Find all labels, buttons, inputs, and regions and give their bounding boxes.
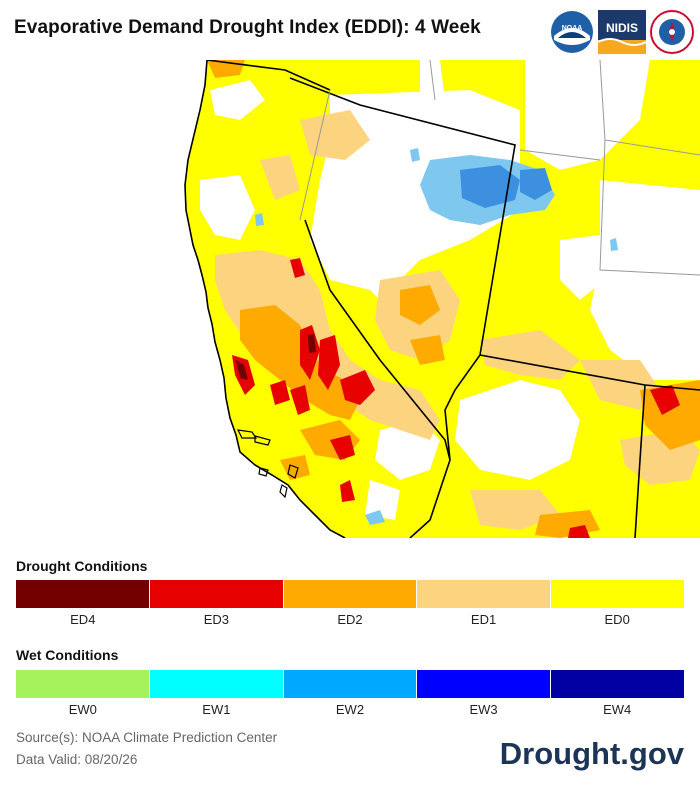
noaa-logo: NOAA bbox=[551, 11, 593, 53]
source-text: Source(s): NOAA Climate Prediction Cente… bbox=[16, 730, 278, 745]
label-ed2: ED2 bbox=[337, 612, 363, 627]
map-title: Evaporative Demand Drought Index (EDDI):… bbox=[14, 17, 481, 38]
label-ed3: ED3 bbox=[203, 612, 230, 627]
eddi-map bbox=[0, 60, 700, 538]
channel-islands bbox=[236, 429, 299, 499]
map-canvas bbox=[184, 60, 700, 538]
swatch-ed0 bbox=[551, 580, 684, 608]
swatch-ew0 bbox=[16, 670, 150, 698]
coastline bbox=[184, 60, 346, 538]
drought-legend-heading: Drought Conditions bbox=[16, 558, 148, 574]
svg-text:NIDIS: NIDIS bbox=[606, 21, 638, 35]
partner-logos: NOAA NIDIS bbox=[550, 8, 694, 56]
wet-legend-labels: EW0 EW1 EW2 EW3 EW4 bbox=[16, 702, 684, 717]
label-ew1: EW1 bbox=[202, 702, 231, 717]
state-borders-thin bbox=[299, 60, 700, 276]
label-ed1: ED1 bbox=[470, 612, 497, 627]
swatch-ed4 bbox=[16, 580, 150, 608]
label-ed0: ED0 bbox=[604, 612, 630, 627]
swatch-ew2 bbox=[283, 670, 418, 698]
swatch-ed3 bbox=[149, 580, 284, 608]
nws-logo bbox=[650, 10, 694, 54]
label-ew4: EW4 bbox=[603, 702, 632, 717]
wet-legend-swatches bbox=[16, 670, 684, 698]
swatch-ed1 bbox=[417, 580, 552, 608]
swatch-ew4 bbox=[551, 670, 684, 698]
wet-legend-heading: Wet Conditions bbox=[16, 647, 119, 663]
label-ew3: EW3 bbox=[469, 702, 498, 717]
label-ew0: EW0 bbox=[68, 702, 97, 717]
swatch-ew1 bbox=[149, 670, 284, 698]
label-ed4: ED4 bbox=[70, 612, 96, 627]
drought-legend-swatches bbox=[16, 580, 684, 608]
svg-text:NOAA: NOAA bbox=[562, 25, 583, 32]
swatch-ew3 bbox=[417, 670, 552, 698]
data-valid-text: Data Valid: 08/20/26 bbox=[16, 752, 138, 767]
eddi-fill bbox=[185, 60, 700, 538]
state-borders bbox=[206, 60, 700, 538]
swatch-ed2 bbox=[283, 580, 418, 608]
nidis-logo: NIDIS bbox=[598, 10, 646, 54]
drought-legend-labels: ED4 ED3 ED2 ED1 ED0 bbox=[16, 612, 684, 627]
drought-gov-brand[interactable]: Drought.gov bbox=[499, 736, 684, 771]
label-ew2: EW2 bbox=[335, 702, 365, 717]
